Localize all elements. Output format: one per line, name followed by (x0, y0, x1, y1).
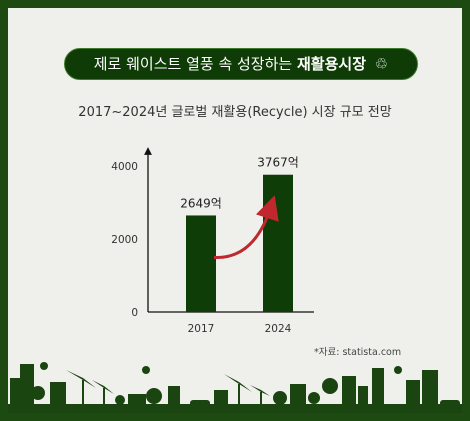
x-tick-label-2017: 2017 (188, 323, 215, 335)
skyline-sun-2 (142, 366, 150, 374)
skyline-tree-4 (273, 391, 287, 405)
growth-arrow (213, 195, 279, 259)
skyline-building-3 (50, 382, 66, 408)
skyline-car-2 (440, 400, 460, 407)
skyline-building-5 (168, 386, 180, 408)
skyline-building-2 (20, 364, 34, 408)
skyline-turbine-blade-2 (92, 380, 114, 394)
skyline-sun-1 (40, 362, 48, 370)
skyline-building-1 (10, 378, 20, 408)
y-tick-label-0: 0 (131, 307, 138, 319)
skyline-building-10 (372, 368, 384, 408)
skyline-building-6 (214, 390, 228, 408)
skyline-building-4 (128, 394, 146, 408)
skyline-turbine-2 (103, 388, 105, 408)
city-skyline-illustration (8, 362, 462, 413)
skyline-building-11 (406, 380, 420, 408)
skyline-turbine-3 (238, 384, 240, 408)
skyline-turbine-blade-4 (250, 385, 270, 396)
y-tick-label-2: 4000 (111, 161, 138, 173)
skyline-building-7 (290, 384, 306, 408)
y-tick-label-1: 2000 (111, 234, 138, 246)
recycle-icon: ♲ (374, 55, 389, 73)
skyline-car-1 (190, 400, 210, 407)
skyline-tree-2 (115, 395, 125, 405)
value-label-2017: 2649억 (180, 196, 222, 210)
bar-2017 (186, 215, 216, 312)
headline-banner: 제로 웨이스트 열풍 속 성장하는 재활용시장 ♲ (64, 48, 418, 80)
chart-title: 2017~2024년 글로벌 재활용(Recycle) 시장 규모 전망 (78, 105, 392, 120)
skyline-turbine-1 (82, 380, 84, 408)
skyline-building-12 (422, 370, 438, 408)
skyline-turbine-4 (260, 392, 262, 408)
headline-prefix: 제로 웨이스트 열풍 속 성장하는 (93, 55, 293, 73)
infographic-card: 제로 웨이스트 열풍 속 성장하는 재활용시장 ♲ 2017~2024년 글로벌… (8, 8, 462, 413)
skyline-building-9 (358, 386, 368, 408)
skyline-turbine-blade-3 (224, 374, 252, 392)
source-note: *자료: statista.com (314, 347, 402, 358)
skyline-tree-6 (322, 378, 338, 394)
headline-highlight: 재활용시장 (297, 55, 367, 73)
skyline-ground (8, 404, 462, 413)
x-tick-label-2024: 2024 (265, 323, 292, 335)
skyline-tree-5 (308, 392, 320, 404)
skyline-building-8 (342, 376, 356, 408)
bar-chart: 0 2000 4000 2017 2024 2649억 3767억 (111, 147, 314, 335)
skyline-tree-1 (31, 386, 45, 400)
skyline-sun-3 (394, 366, 402, 374)
skyline-turbine-blade-1 (66, 370, 96, 388)
skyline-tree-3 (146, 388, 162, 404)
value-label-2024: 3767억 (257, 156, 299, 170)
